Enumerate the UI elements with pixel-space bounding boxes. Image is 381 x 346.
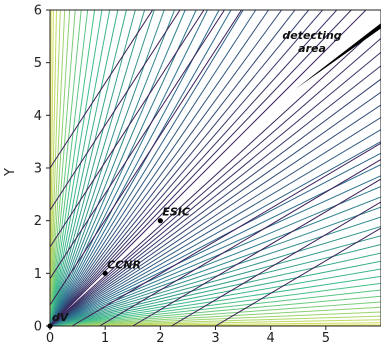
y-tick-label: 3 xyxy=(34,162,42,177)
contour-line xyxy=(50,78,381,326)
x-tick-label: 2 xyxy=(156,331,164,346)
contour-line xyxy=(50,10,119,326)
contour-line xyxy=(50,311,381,326)
contour-line xyxy=(50,10,111,326)
contour-line xyxy=(50,282,381,326)
contour-line xyxy=(50,10,244,326)
contour-line xyxy=(50,295,381,326)
contour-line xyxy=(50,315,381,326)
contour-line xyxy=(50,244,381,326)
contour-line xyxy=(50,10,352,326)
detecting-area-wedge xyxy=(295,23,381,90)
contour-line xyxy=(50,10,127,326)
contour-line xyxy=(50,141,381,326)
contour-line xyxy=(50,10,208,326)
contour-line xyxy=(50,10,76,326)
contour-line xyxy=(50,10,225,279)
contour-line xyxy=(50,10,296,326)
contour-line xyxy=(50,10,181,211)
plot-area xyxy=(50,10,381,326)
contour-line xyxy=(50,301,381,326)
contour-line xyxy=(132,178,381,326)
contour-line xyxy=(50,10,338,326)
contour-line xyxy=(50,10,61,326)
point-marker xyxy=(102,270,108,276)
contour-line xyxy=(50,10,257,326)
contour-line xyxy=(50,10,310,326)
contour-line xyxy=(50,10,146,326)
contour-line xyxy=(50,185,381,326)
contour-line xyxy=(50,51,381,326)
contour-line xyxy=(50,10,57,326)
contour-line xyxy=(71,142,381,326)
contour-line xyxy=(50,226,381,326)
y-tick-label: 5 xyxy=(34,56,42,71)
contour-line xyxy=(50,252,381,326)
point-label: ESIC xyxy=(162,206,190,219)
contour-line xyxy=(50,196,381,326)
contour-line xyxy=(50,235,381,326)
y-tick-label: 0 xyxy=(34,320,42,335)
x-axis-ticks: 0 1 2 3 4 5 xyxy=(46,326,330,346)
contour-line xyxy=(50,116,381,326)
contour-line xyxy=(50,10,220,326)
contour-line xyxy=(50,10,66,326)
contour-line xyxy=(50,275,381,326)
marked-points: dV CCNR ESIC xyxy=(47,206,190,329)
y-axis-ticks: 0 1 2 3 4 5 6 xyxy=(34,4,50,335)
contour-line xyxy=(50,10,103,326)
contour-line xyxy=(50,10,186,326)
contour-line xyxy=(50,319,381,326)
plot-background xyxy=(50,10,381,326)
x-tick-label: 5 xyxy=(322,331,330,346)
contour-line xyxy=(50,10,269,326)
contour-line xyxy=(50,10,323,326)
contour-line xyxy=(50,268,381,326)
contour-line xyxy=(50,10,283,326)
contour-line xyxy=(50,10,205,248)
contour-line xyxy=(50,164,381,326)
contour-line xyxy=(50,10,54,326)
x-tick-label: 0 xyxy=(46,331,54,346)
contour-line xyxy=(50,10,197,326)
y-tick-label: 2 xyxy=(34,214,42,229)
point-marker xyxy=(157,218,163,224)
contour-line xyxy=(171,201,381,326)
contour-line xyxy=(50,104,381,326)
x-tick-label: 1 xyxy=(101,331,109,346)
contour-line xyxy=(99,159,381,326)
contour-line xyxy=(215,227,381,326)
contour-line xyxy=(50,10,154,169)
contour-line xyxy=(50,175,381,326)
x-tick-label: 3 xyxy=(211,331,219,346)
contour-line xyxy=(50,38,381,326)
contour-line xyxy=(50,10,242,306)
contour-line xyxy=(50,152,381,326)
contour-line xyxy=(50,91,381,326)
contour-line xyxy=(50,10,96,326)
point-label: CCNR xyxy=(107,258,141,271)
detecting-area-label-line: area xyxy=(298,42,326,55)
y-axis-label: Y xyxy=(3,168,18,177)
contour-line xyxy=(50,10,155,326)
x-tick-label: 4 xyxy=(267,331,275,346)
detecting-area-label-line: detecting xyxy=(282,29,341,42)
y-tick-label: 6 xyxy=(34,4,42,19)
contour-line xyxy=(50,129,381,326)
point-label: dV xyxy=(52,311,70,324)
contour-lines xyxy=(50,10,381,326)
y-tick-label: 1 xyxy=(34,267,42,282)
contour-line xyxy=(50,260,381,326)
contour-line xyxy=(50,10,232,326)
point-marker xyxy=(47,323,53,329)
contour-line xyxy=(50,289,381,326)
contour-line xyxy=(50,65,381,326)
y-tick-label: 4 xyxy=(34,109,42,124)
contour-line xyxy=(50,10,136,326)
contour-line xyxy=(50,10,82,326)
contour-line xyxy=(50,10,89,326)
